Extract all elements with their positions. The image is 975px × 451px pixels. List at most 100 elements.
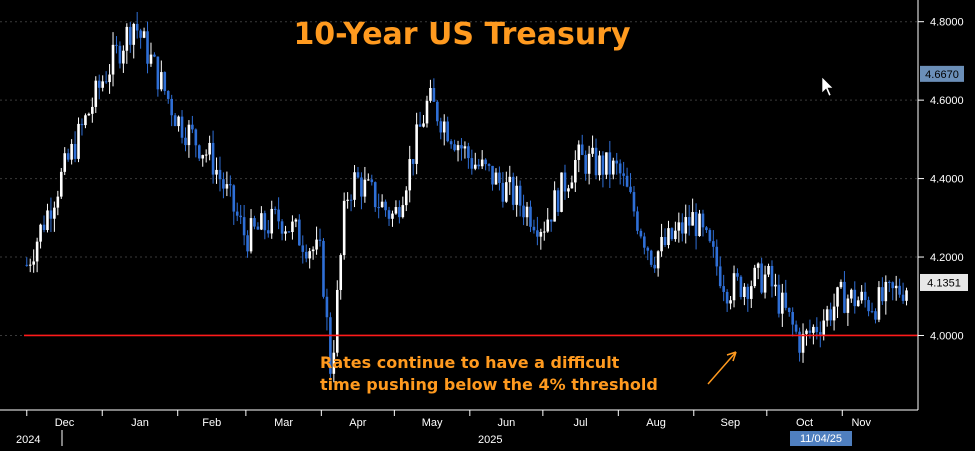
candle-body — [691, 212, 694, 226]
candle-body — [501, 182, 505, 202]
candle-body — [832, 306, 836, 321]
candle-body — [59, 171, 63, 197]
candle-body — [522, 205, 525, 218]
candle-body — [836, 287, 839, 307]
candle-body — [867, 300, 870, 312]
highlight-price-tag: 4.6670 — [920, 65, 964, 82]
candle-body — [101, 81, 104, 88]
candle-body — [46, 210, 49, 231]
candle-body — [577, 144, 581, 160]
candle-body — [881, 287, 884, 302]
candle-body — [611, 160, 615, 175]
candle-body — [318, 239, 322, 241]
candle-body — [594, 147, 598, 176]
candle-body — [680, 222, 684, 234]
date-tag-label: 11/04/25 — [800, 433, 842, 445]
candle-body — [132, 23, 136, 45]
candle-body — [791, 312, 794, 325]
candle-body — [342, 200, 346, 256]
candle-body — [346, 199, 349, 201]
candle-body — [670, 228, 674, 240]
candle-body — [442, 121, 446, 133]
candle-body — [311, 249, 315, 252]
candle-body — [315, 239, 318, 250]
candle-body — [266, 230, 270, 234]
candle-body — [694, 212, 698, 237]
candle-body — [549, 219, 553, 222]
year-label-2024: 2024 — [16, 434, 40, 446]
candle-body — [429, 87, 432, 101]
candle-body — [415, 124, 418, 164]
candle-body — [208, 142, 211, 155]
candle-body — [353, 172, 356, 200]
candle-body — [887, 281, 891, 283]
candle-body — [363, 179, 367, 197]
candle-body — [477, 164, 481, 167]
candle-body — [529, 206, 532, 227]
candle-body — [891, 282, 895, 289]
x-tick-label: Jan — [131, 417, 149, 429]
candle-body — [377, 207, 380, 209]
candle-body — [484, 159, 487, 165]
candle-body — [425, 100, 429, 124]
candle-body — [287, 231, 291, 233]
x-tick-label: Feb — [202, 417, 221, 429]
candle-body — [798, 331, 801, 353]
candle-body — [822, 320, 826, 335]
candle-body — [598, 155, 601, 176]
candle-body — [349, 199, 353, 201]
candle-body — [808, 330, 812, 333]
candle-body — [784, 292, 788, 308]
x-tick-label: Jun — [497, 417, 515, 429]
candle-body — [877, 287, 881, 320]
candle-body — [825, 309, 829, 321]
candle-body — [111, 44, 115, 75]
annotation-line-2: time pushing below the 4% threshold — [320, 375, 658, 394]
candle-body — [850, 289, 853, 299]
candle-body — [473, 164, 477, 169]
candle-body — [194, 129, 198, 146]
candle-body — [177, 116, 180, 127]
candle-body — [712, 241, 715, 247]
x-tick-label: Jul — [574, 417, 588, 429]
candle-body — [684, 217, 688, 234]
candle-body — [118, 45, 122, 64]
candle-body — [180, 116, 184, 138]
candle-body — [394, 207, 398, 214]
candle-body — [80, 123, 84, 126]
candle-body — [218, 169, 222, 180]
candle-body — [135, 23, 139, 31]
candle-body — [874, 311, 877, 320]
x-tick-label: Apr — [349, 417, 366, 429]
candle-body — [774, 284, 777, 287]
candle-body — [291, 221, 294, 233]
candle-body — [260, 213, 263, 230]
annotation-line-1: Rates continue to have a difficult — [320, 353, 620, 372]
candle-body — [732, 273, 736, 301]
candle-body — [701, 213, 705, 228]
candle-body — [815, 326, 819, 333]
candle-body — [591, 147, 594, 154]
candle-body — [781, 292, 784, 314]
candle-body — [460, 145, 463, 149]
candle-body — [505, 182, 508, 202]
candle-body — [242, 217, 246, 236]
candle-body — [104, 81, 108, 83]
candle-body — [563, 172, 567, 192]
candle-body — [539, 232, 543, 237]
candle-body — [404, 190, 408, 206]
candle-body — [698, 213, 701, 237]
candle-body — [532, 226, 536, 231]
y-axis: 4.0000 4.2000 4.4000 4.6000 4.8000 — [918, 17, 964, 342]
candle-body — [570, 182, 574, 189]
annotation-arrow — [707, 351, 737, 385]
candle-body — [146, 31, 149, 64]
candle-body — [256, 226, 260, 230]
candle-body — [818, 332, 822, 335]
y-tick-label: 4.8000 — [930, 17, 964, 29]
x-tick-label: Aug — [646, 417, 666, 429]
candle-body — [225, 184, 229, 189]
candle-body — [643, 236, 646, 248]
candle-body — [515, 185, 518, 205]
candle-body — [498, 172, 501, 183]
